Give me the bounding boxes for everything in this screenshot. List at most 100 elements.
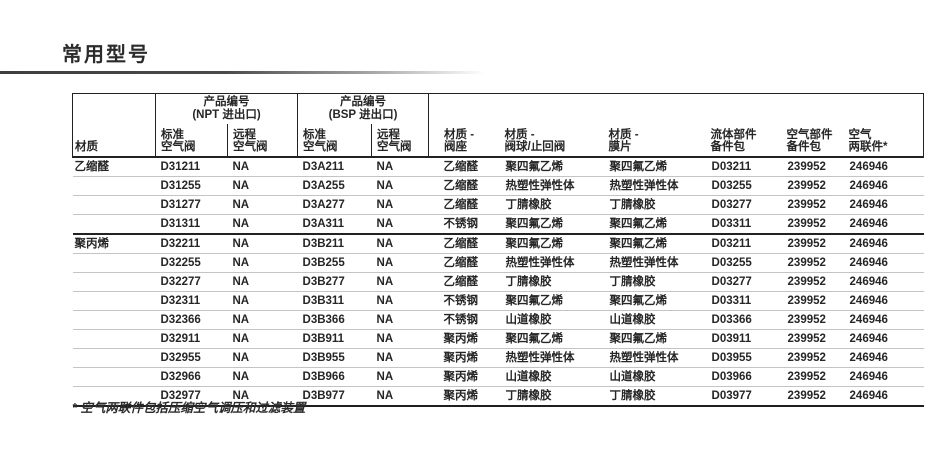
table-cell: NA [227, 272, 298, 292]
table-cell: 聚四氟乙烯 [500, 156, 605, 177]
table-cell: 246946 [844, 195, 924, 215]
material-cell [72, 386, 156, 407]
table-cell: 239952 [782, 348, 845, 368]
table-cell: 聚四氟乙烯 [500, 232, 605, 254]
table-cell: D03366 [706, 310, 783, 330]
table-cell: 聚四氟乙烯 [604, 214, 707, 234]
table-cell: NA [227, 310, 298, 330]
material-cell [72, 253, 156, 273]
table-cell: 乙缩醛 [428, 156, 501, 177]
table-cell: NA [371, 253, 429, 273]
col-header-fluid-kit: 流体部件 备件包 [706, 93, 783, 158]
table-cell: 246946 [844, 329, 924, 349]
col-header-npt-standard-valve: 标准 空气阀 [155, 123, 228, 158]
table-cell: 山道橡胶 [500, 367, 605, 387]
table-cell: D03977 [706, 386, 783, 407]
table-cell: D31211 [155, 156, 228, 177]
material-cell [72, 176, 156, 196]
table-cell: 239952 [782, 291, 845, 311]
table-row: D31277 NA D3A277 NA 乙缩醛 丁腈橡胶 丁腈橡胶 D03277 239952 2… [72, 195, 924, 215]
table-row: D32911 NA D3B911 NA 聚丙烯 聚四氟乙烯 聚四氟乙烯 D03911 23995… [72, 329, 924, 349]
table-cell: 239952 [782, 176, 845, 196]
table-cell: NA [227, 291, 298, 311]
col-header-seat: 材质 - 阀座 [428, 93, 501, 158]
material-cell [72, 272, 156, 292]
table-row: 聚丙烯 D32211 NA D3B211 NA 乙缩醛 聚四氟乙烯 聚四氟乙烯 D03211 23… [72, 232, 924, 254]
material-cell [72, 310, 156, 330]
table-cell: NA [227, 195, 298, 215]
table-cell: 丁腈橡胶 [604, 272, 707, 292]
col-header-bsp-remote-valve: 远程 空气阀 [371, 123, 430, 158]
table-cell: 丁腈橡胶 [604, 386, 707, 407]
table-cell: 246946 [844, 348, 924, 368]
table-cell: 246946 [844, 386, 924, 407]
col-header-bsp-group: 产品编号 (BSP 进出口) [297, 93, 430, 124]
table-cell: 热塑性弹性体 [500, 348, 605, 368]
table-cell: 丁腈橡胶 [500, 272, 605, 292]
table-cell: D31255 [155, 176, 228, 196]
table-cell: D03911 [706, 329, 783, 349]
table-cell: NA [371, 214, 429, 234]
table-cell: NA [371, 367, 429, 387]
table-row: D31311 NA D3A311 NA 不锈钢 聚四氟乙烯 聚四氟乙烯 D03311 23995… [72, 214, 924, 234]
table-cell: NA [227, 253, 298, 273]
table-cell: 聚四氟乙烯 [500, 329, 605, 349]
table-row: D32955 NA D3B955 NA 聚丙烯 热塑性弹性体 热塑性弹性体 D03955 239… [72, 348, 924, 368]
table-cell: NA [371, 329, 429, 349]
table-cell: NA [227, 367, 298, 387]
table-cell: D31311 [155, 214, 228, 234]
table-cell: 丁腈橡胶 [500, 195, 605, 215]
col-header-air-combo: 空气 两联件* [844, 93, 925, 158]
table-row: 乙缩醛 D31211 NA D3A211 NA 乙缩醛 聚四氟乙烯 聚四氟乙烯 D03211 23… [72, 156, 924, 177]
table-cell: 不锈钢 [428, 214, 501, 234]
table-cell: 246946 [844, 253, 924, 273]
col-header-npt-remote-valve: 远程 空气阀 [226, 123, 298, 158]
table-cell: 不锈钢 [428, 291, 501, 311]
table-cell: 239952 [782, 386, 845, 407]
material-cell: 乙缩醛 [72, 156, 156, 177]
table-cell: D32911 [155, 329, 228, 349]
table-cell: D32977 [155, 386, 228, 407]
table-cell: NA [371, 348, 429, 368]
table-cell: 246946 [844, 214, 924, 234]
table-cell: 239952 [782, 232, 845, 254]
table-cell: 239952 [782, 329, 845, 349]
table-cell: 聚丙烯 [428, 348, 501, 368]
material-cell [72, 367, 156, 387]
table-cell: 热塑性弹性体 [500, 253, 605, 273]
material-cell [72, 348, 156, 368]
table-row: D32311 NA D3B311 NA 不锈钢 聚四氟乙烯 聚四氟乙烯 D03311 23995… [72, 291, 924, 311]
table-cell: D03311 [706, 214, 783, 234]
table-cell: 聚丙烯 [428, 329, 501, 349]
material-cell [72, 214, 156, 234]
table-cell: D3A211 [297, 156, 372, 177]
table-cell: NA [227, 348, 298, 368]
table-cell: 聚丙烯 [428, 386, 501, 407]
table-cell: D3A277 [297, 195, 372, 215]
page-title: 常用型号 [62, 44, 150, 66]
table-cell: D3A255 [297, 176, 372, 196]
table-cell: NA [227, 232, 298, 254]
table-cell: NA [371, 195, 429, 215]
table-cell: 山道橡胶 [604, 367, 707, 387]
table-cell: NA [371, 176, 429, 196]
table-cell: 丁腈橡胶 [500, 386, 605, 407]
table-cell: D3B311 [297, 291, 372, 311]
table-cell: 246946 [844, 291, 924, 311]
table-cell: 热塑性弹性体 [604, 253, 707, 273]
table-cell: 乙缩醛 [428, 253, 501, 273]
table-cell: D03255 [706, 253, 783, 273]
table-cell: 聚四氟乙烯 [500, 291, 605, 311]
table-cell: NA [371, 310, 429, 330]
table-cell: 聚四氟乙烯 [604, 156, 707, 177]
table-cell: 239952 [782, 367, 845, 387]
table-cell: D03211 [706, 156, 783, 177]
table-cell: 246946 [844, 156, 924, 177]
table-cell: 乙缩醛 [428, 176, 501, 196]
table-header: 材质 产品编号 (NPT 进出口) 产品编号 (BSP 进出口) 材质 - 阀座… [72, 93, 925, 158]
material-cell [72, 195, 156, 215]
table-cell: NA [371, 272, 429, 292]
table-row: D32255 NA D3B255 NA 乙缩醛 热塑性弹性体 热塑性弹性体 D03255 239… [72, 253, 924, 273]
table-cell: 聚四氟乙烯 [604, 232, 707, 254]
